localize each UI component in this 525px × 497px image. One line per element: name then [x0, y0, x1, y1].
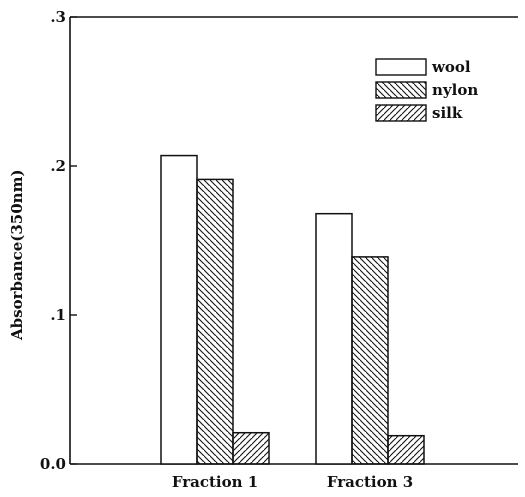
bars: [160, 154, 425, 465]
legend: wool nylon silk: [375, 58, 478, 122]
bar-silk-2: [387, 434, 425, 465]
y-tick-label: 0.0: [40, 455, 66, 473]
legend-label-wool: wool: [431, 58, 471, 76]
y-axis-title: Absorbance(350nm): [8, 169, 26, 341]
bar-nylon-2: [351, 256, 389, 465]
y-ticks: 0.0 .1 .2 .3: [40, 8, 77, 473]
legend-swatch-nylon: [375, 81, 427, 99]
category-labels: Fraction 1 Fraction 3: [172, 473, 413, 491]
bar-silk-1: [232, 431, 270, 465]
bar-nylon-1: [196, 178, 234, 465]
bar-wool-1: [160, 154, 198, 465]
y-tick-label: .3: [50, 8, 66, 26]
x-category-label: Fraction 1: [172, 473, 258, 491]
x-category-label: Fraction 3: [327, 473, 413, 491]
legend-swatch-wool: [375, 58, 427, 76]
legend-swatch-silk: [375, 104, 427, 122]
y-tick-label: .1: [50, 306, 66, 324]
y-tick-label: .2: [50, 157, 66, 175]
legend-label-nylon: nylon: [432, 81, 478, 99]
legend-label-silk: silk: [432, 104, 463, 122]
bar-wool-2: [315, 212, 353, 465]
